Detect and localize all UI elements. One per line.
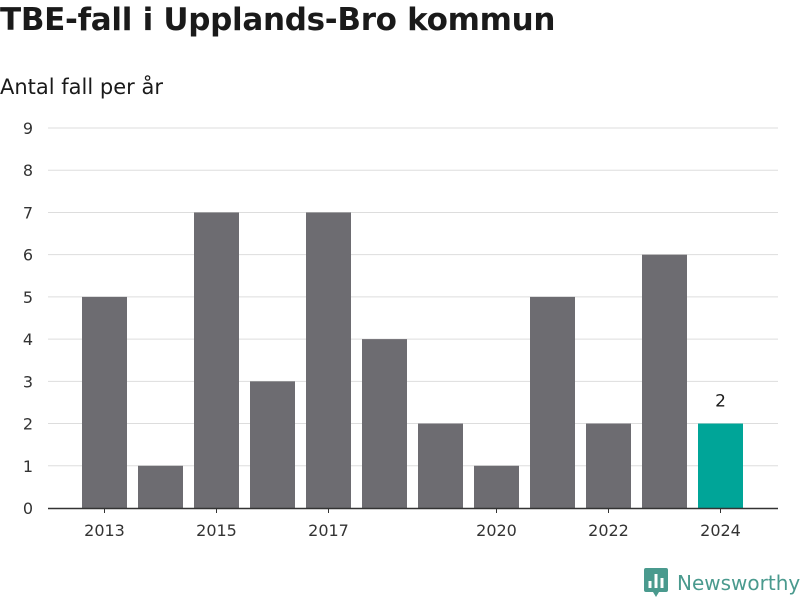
y-tick-label: 4 [23,330,33,349]
x-tick-label: 2013 [84,521,125,540]
bar-2014 [138,465,183,508]
data-labels: 2 [715,392,726,412]
y-tick-label: 1 [23,457,33,476]
x-axis-ticks: 2013 2015 2017 2020 2022 2024 [84,508,741,540]
y-tick-label: 8 [23,161,33,180]
y-tick-label: 7 [23,203,33,222]
chart-title: TBE-fall i Upplands-Bro kommun [0,2,556,38]
y-tick-label: 5 [23,288,33,307]
y-axis-ticks: 0 1 2 3 4 5 6 7 8 9 [23,119,33,518]
bar-2018 [362,339,407,508]
x-tick-label: 2022 [588,521,629,540]
bar-2022 [586,423,631,508]
bar-2024 [698,423,743,508]
y-tick-label: 9 [23,119,33,138]
bar-2013 [82,296,127,508]
bar-2023 [642,254,687,508]
y-tick-label: 3 [23,372,33,391]
x-tick-label: 2015 [196,521,237,540]
y-tick-label: 2 [23,415,33,434]
y-tick-label: 0 [23,499,33,518]
brand-name: Newsworthy [677,571,800,595]
x-tick-label: 2024 [700,521,741,540]
bar-2021 [530,296,575,508]
bar-2016 [250,381,295,508]
bars [82,212,743,508]
y-tick-label: 6 [23,246,33,265]
x-tick-label: 2017 [308,521,349,540]
bar-chart-logo-icon [644,568,668,597]
bar-2017 [306,212,351,508]
bar-2015 [194,212,239,508]
chart-subtitle: Antal fall per år [0,75,163,99]
bar-2020 [474,465,519,508]
data-label-2024: 2 [715,392,726,412]
x-tick-label: 2020 [476,521,517,540]
newsworthy-logo: Newsworthy [644,568,800,598]
bar-2019 [418,423,463,508]
